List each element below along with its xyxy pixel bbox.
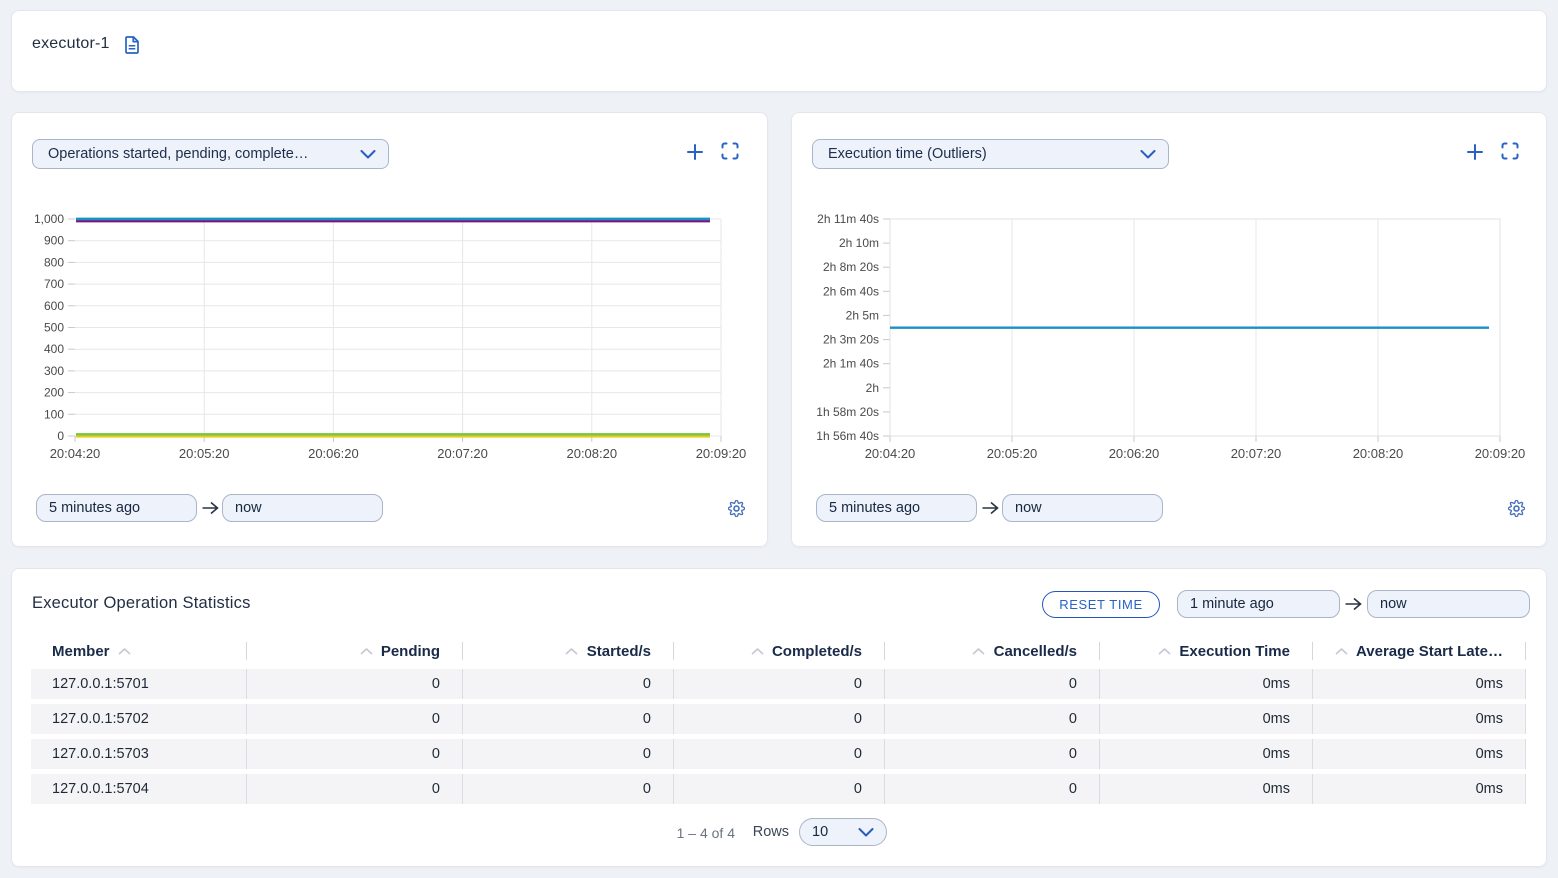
svg-text:500: 500 [44,321,64,335]
svg-text:2h 6m 40s: 2h 6m 40s [823,284,879,298]
svg-text:200: 200 [44,386,64,400]
svg-text:0: 0 [57,429,64,443]
svg-text:20:06:20: 20:06:20 [1109,446,1160,461]
svg-text:2h 3m 20s: 2h 3m 20s [823,333,879,347]
svg-text:900: 900 [44,234,64,248]
svg-text:300: 300 [44,364,64,378]
svg-text:20:05:20: 20:05:20 [987,446,1038,461]
svg-text:2h 8m 20s: 2h 8m 20s [823,260,879,274]
svg-text:2h 11m 40s: 2h 11m 40s [817,212,879,226]
svg-text:20:08:20: 20:08:20 [566,446,617,461]
svg-text:20:07:20: 20:07:20 [1231,446,1282,461]
svg-text:20:04:20: 20:04:20 [865,446,916,461]
svg-text:20:09:20: 20:09:20 [696,446,747,461]
svg-text:800: 800 [44,255,64,269]
svg-text:20:07:20: 20:07:20 [437,446,488,461]
svg-text:400: 400 [44,342,64,356]
svg-text:100: 100 [44,407,64,421]
svg-text:20:08:20: 20:08:20 [1353,446,1404,461]
svg-text:1h 56m 40s: 1h 56m 40s [816,429,879,443]
svg-text:2h: 2h [866,381,879,395]
svg-text:2h 10m: 2h 10m [839,236,879,250]
svg-text:2h 1m 40s: 2h 1m 40s [823,357,879,371]
svg-text:2h 5m: 2h 5m [846,308,879,322]
svg-text:20:05:20: 20:05:20 [179,446,230,461]
svg-text:20:06:20: 20:06:20 [308,446,359,461]
svg-text:20:09:20: 20:09:20 [1475,446,1526,461]
svg-text:20:04:20: 20:04:20 [50,446,101,461]
svg-text:700: 700 [44,277,64,291]
svg-text:600: 600 [44,299,64,313]
svg-text:1,000: 1,000 [34,212,64,226]
svg-text:1h 58m 20s: 1h 58m 20s [816,405,879,419]
